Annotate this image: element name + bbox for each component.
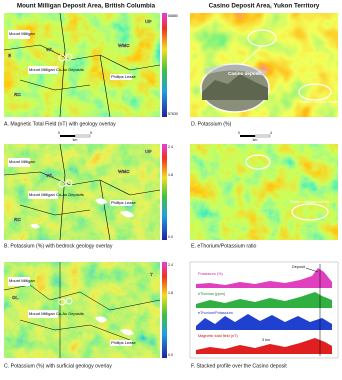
caption: F. Stacked profile over the Casino depos… [191, 363, 287, 369]
deposit [58, 54, 66, 62]
profile-label: eThorium (ppm) [198, 292, 226, 296]
colorbar-label: 2.4 [168, 263, 173, 267]
map-label: Mount Milligan [9, 159, 35, 164]
colorbar-label: 0.0 [168, 353, 173, 357]
panel-b: 0 km 5 2.4 1.8 0.0 Mount Milligan Mount … [3, 131, 173, 249]
map-label: Patton volcanic centre [290, 199, 330, 204]
colorbar-label: 58880 [168, 14, 178, 18]
colorbar [162, 144, 167, 240]
map-label: Mount Milligan [9, 31, 35, 36]
caption: E. eThorium/Potassium ratio [191, 243, 257, 249]
map-label: Mount Milligan Cu-Au Deposits [29, 67, 84, 72]
map-label: Mount Milligan Cu-Au Deposits [29, 311, 84, 316]
map-label: RC [14, 217, 21, 222]
panel-d: Casino deposit Patton volcanic centre D.… [190, 13, 340, 127]
label-box [110, 200, 132, 206]
map-label: Mount Milligan Cu-Au Deposits [29, 192, 84, 197]
map-label: E [8, 53, 11, 58]
scale-label: 4 [270, 131, 272, 135]
leader [239, 45, 263, 67]
scale-bar [254, 134, 271, 138]
scale-label: 0 [238, 131, 240, 135]
scale-label: km [253, 138, 258, 142]
caption: B. Potassium (%) with bedrock geology ov… [4, 243, 113, 249]
deposit-outline [245, 154, 271, 170]
deposit [58, 180, 66, 188]
profile [196, 268, 332, 288]
label-box [28, 310, 58, 318]
map-label: WMC [118, 169, 130, 174]
photo-hills [202, 74, 268, 100]
deposit-arrow [305, 267, 319, 273]
deposit [58, 298, 66, 306]
map-label: Phillips Lease [111, 200, 136, 205]
photo-sky [204, 64, 268, 77]
profile [196, 338, 332, 354]
map-label: Phillips Lease [111, 340, 136, 345]
profile-label: Magnetic total field (nT) [198, 334, 238, 338]
caption: C. Potassium (%) with surficial geology … [4, 363, 112, 369]
map-label: UP [145, 19, 151, 24]
map-label: Patton volcanic centre [300, 99, 340, 104]
map-label: WL [46, 47, 53, 52]
colorbar [162, 13, 167, 117]
map [190, 144, 338, 240]
deposit [65, 297, 73, 305]
panel-c: 2.4 1.8 0.0 Mount Milligan Mount Milliga… [3, 262, 173, 369]
map-label: Casino deposit [228, 71, 261, 76]
colorbar [162, 262, 167, 358]
label-box [8, 30, 30, 39]
left-title: Mount Milligan Deposit Area, British Col… [17, 3, 156, 10]
profile [196, 314, 332, 330]
scale-label: 5 [90, 131, 92, 135]
geology-lines [3, 143, 161, 241]
map-label: RC [14, 92, 21, 97]
map-label: WL [46, 173, 53, 178]
panel-e: 0 km 4 Patton volcanic centre E. eThoriu… [190, 131, 338, 249]
caption: D. Potassium (%) [191, 121, 232, 127]
scale-label: km [73, 138, 78, 142]
profile-label: eThorium/Potassium [198, 311, 233, 315]
map-label: Phillips Lease [111, 74, 136, 79]
volcanic-outline [298, 83, 332, 101]
colorbar-label: 1.8 [168, 173, 173, 177]
marker-label: Deposit [292, 265, 306, 269]
label-box [110, 74, 132, 80]
profile [196, 292, 332, 308]
label-box [8, 158, 30, 167]
map-label: WMC [118, 43, 130, 48]
colorbar-label: 0.0 [168, 235, 173, 239]
distance-label: 3 km [262, 338, 270, 342]
right-title: Casino Deposit Area, Yukon Territory [209, 3, 320, 10]
label-box [28, 66, 58, 74]
scale-label: 0 [58, 131, 60, 135]
map [4, 13, 160, 117]
colorbar-label: 2.4 [168, 145, 173, 149]
profile-label: Potassium (%) [198, 272, 223, 276]
panel-a: 58880 57630 Mount Milligan Mount Milliga… [3, 12, 178, 127]
label-box [110, 340, 132, 346]
volcanic-outline [291, 203, 329, 221]
colorbar-label: 1.8 [168, 291, 173, 295]
label-box [8, 277, 30, 286]
deposit [65, 53, 73, 61]
map-label: GL [12, 295, 19, 300]
geology-lines [3, 12, 161, 118]
map-label: UP [145, 149, 151, 154]
scale-bar [74, 134, 91, 138]
lakes [95, 316, 134, 336]
colorbar-label: 57630 [168, 112, 178, 116]
deposit [65, 179, 73, 187]
map [4, 262, 160, 358]
map-label: Mount Milligan [9, 278, 35, 283]
label-box [28, 191, 58, 199]
map-label: T [150, 272, 153, 277]
caption: A. Magnetic Total Field (nT) with geolog… [4, 121, 116, 127]
panel-f: Deposit Potassium (%) eThorium (ppm) eTh… [189, 261, 339, 369]
